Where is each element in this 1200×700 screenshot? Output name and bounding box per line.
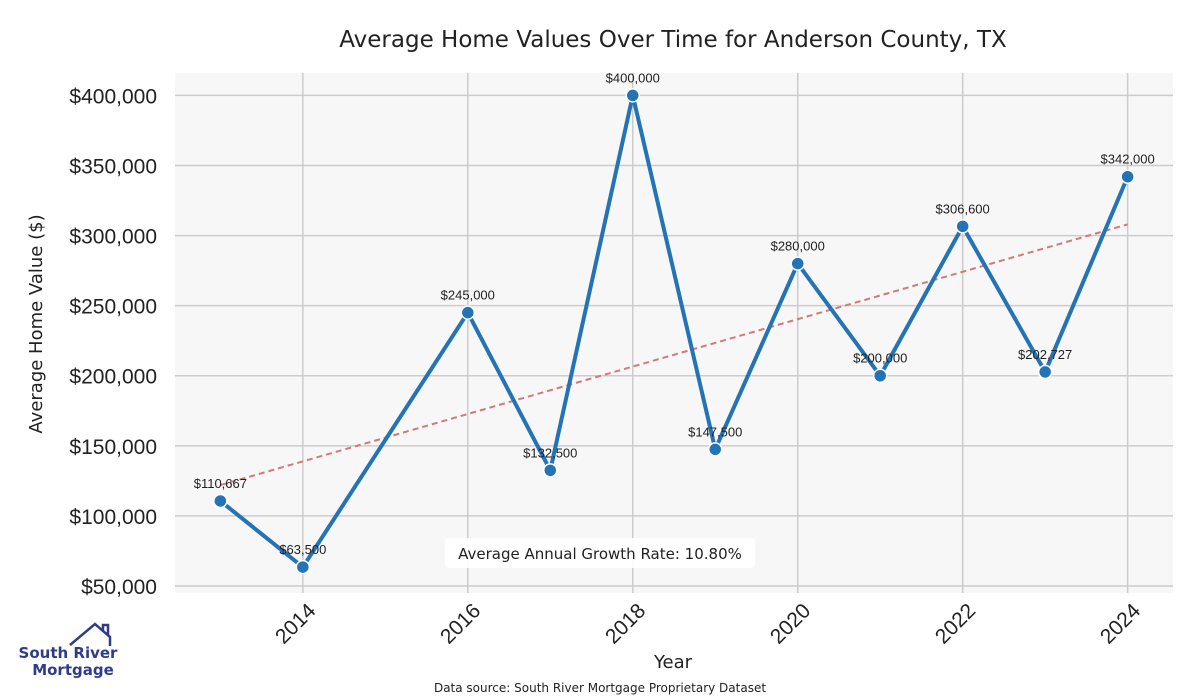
growth-rate-text: Average Annual Growth Rate: 10.80%	[458, 545, 742, 563]
data-point	[625, 88, 641, 103]
chart-title: Average Home Values Over Time for Anders…	[339, 27, 1007, 53]
x-tick-label: 2024	[1096, 599, 1146, 649]
data-label: $400,000	[606, 70, 660, 85]
house-roof-icon	[69, 622, 112, 646]
y-tick-label: $250,000	[69, 296, 157, 319]
y-tick-label: $100,000	[69, 506, 157, 529]
data-point	[460, 305, 476, 320]
x-tick-label: 2022	[931, 599, 980, 648]
x-tick-label: 2018	[601, 599, 650, 648]
data-point	[1120, 169, 1135, 184]
x-tick-label: 2014	[271, 599, 321, 649]
x-axis-label: Year	[653, 652, 693, 673]
y-axis-label: Average Home Value ($)	[26, 214, 47, 433]
data-label: $63,500	[279, 542, 326, 557]
grid	[175, 73, 1173, 593]
y-tick-label: $200,000	[69, 366, 157, 389]
source-note: Data source: South River Mortgage Propri…	[434, 681, 766, 695]
data-point	[790, 256, 805, 271]
data-label: $280,000	[771, 239, 825, 254]
data-label: $132,500	[523, 445, 577, 460]
data-points	[213, 88, 1135, 575]
data-label: $200,000	[853, 351, 907, 366]
y-tick-label: $300,000	[69, 226, 157, 249]
data-label: $110,667	[194, 476, 247, 491]
logo-line-2: Mortgage	[32, 661, 114, 679]
company-logo: South River Mortgage	[19, 622, 119, 679]
data-label: $202,727	[1018, 347, 1072, 362]
logo-line-1: South River	[19, 644, 119, 662]
data-point	[543, 463, 558, 478]
y-tick-label: $350,000	[69, 156, 157, 179]
data-label: $342,000	[1101, 152, 1155, 167]
data-labels: $110,667 $63,500 $245,000 $132,500 $400,000 $…	[194, 70, 1155, 557]
data-point	[213, 493, 228, 509]
x-tick-label: 2020	[766, 599, 815, 648]
data-label: $306,600	[936, 201, 990, 216]
x-tick-label: 2016	[436, 599, 485, 648]
y-tick-label: $400,000	[69, 85, 157, 108]
y-tick-label: $150,000	[69, 436, 157, 459]
x-axis-ticks: 2014 2016 2018 2020 2022 2024	[271, 599, 1145, 649]
data-point	[1037, 364, 1053, 380]
data-point	[295, 559, 311, 575]
trend-line	[220, 223, 1128, 487]
growth-annotation: Average Annual Growth Rate: 10.80%	[445, 538, 755, 568]
y-tick-label: $50,000	[81, 576, 157, 599]
data-point	[955, 219, 970, 234]
data-label: $147,500	[688, 424, 742, 439]
data-label: $245,000	[441, 288, 495, 303]
data-point	[872, 368, 888, 383]
data-point	[707, 442, 723, 457]
y-axis-ticks: $50,000 $100,000 $150,000 $200,000 $250,000 $…	[69, 85, 157, 599]
